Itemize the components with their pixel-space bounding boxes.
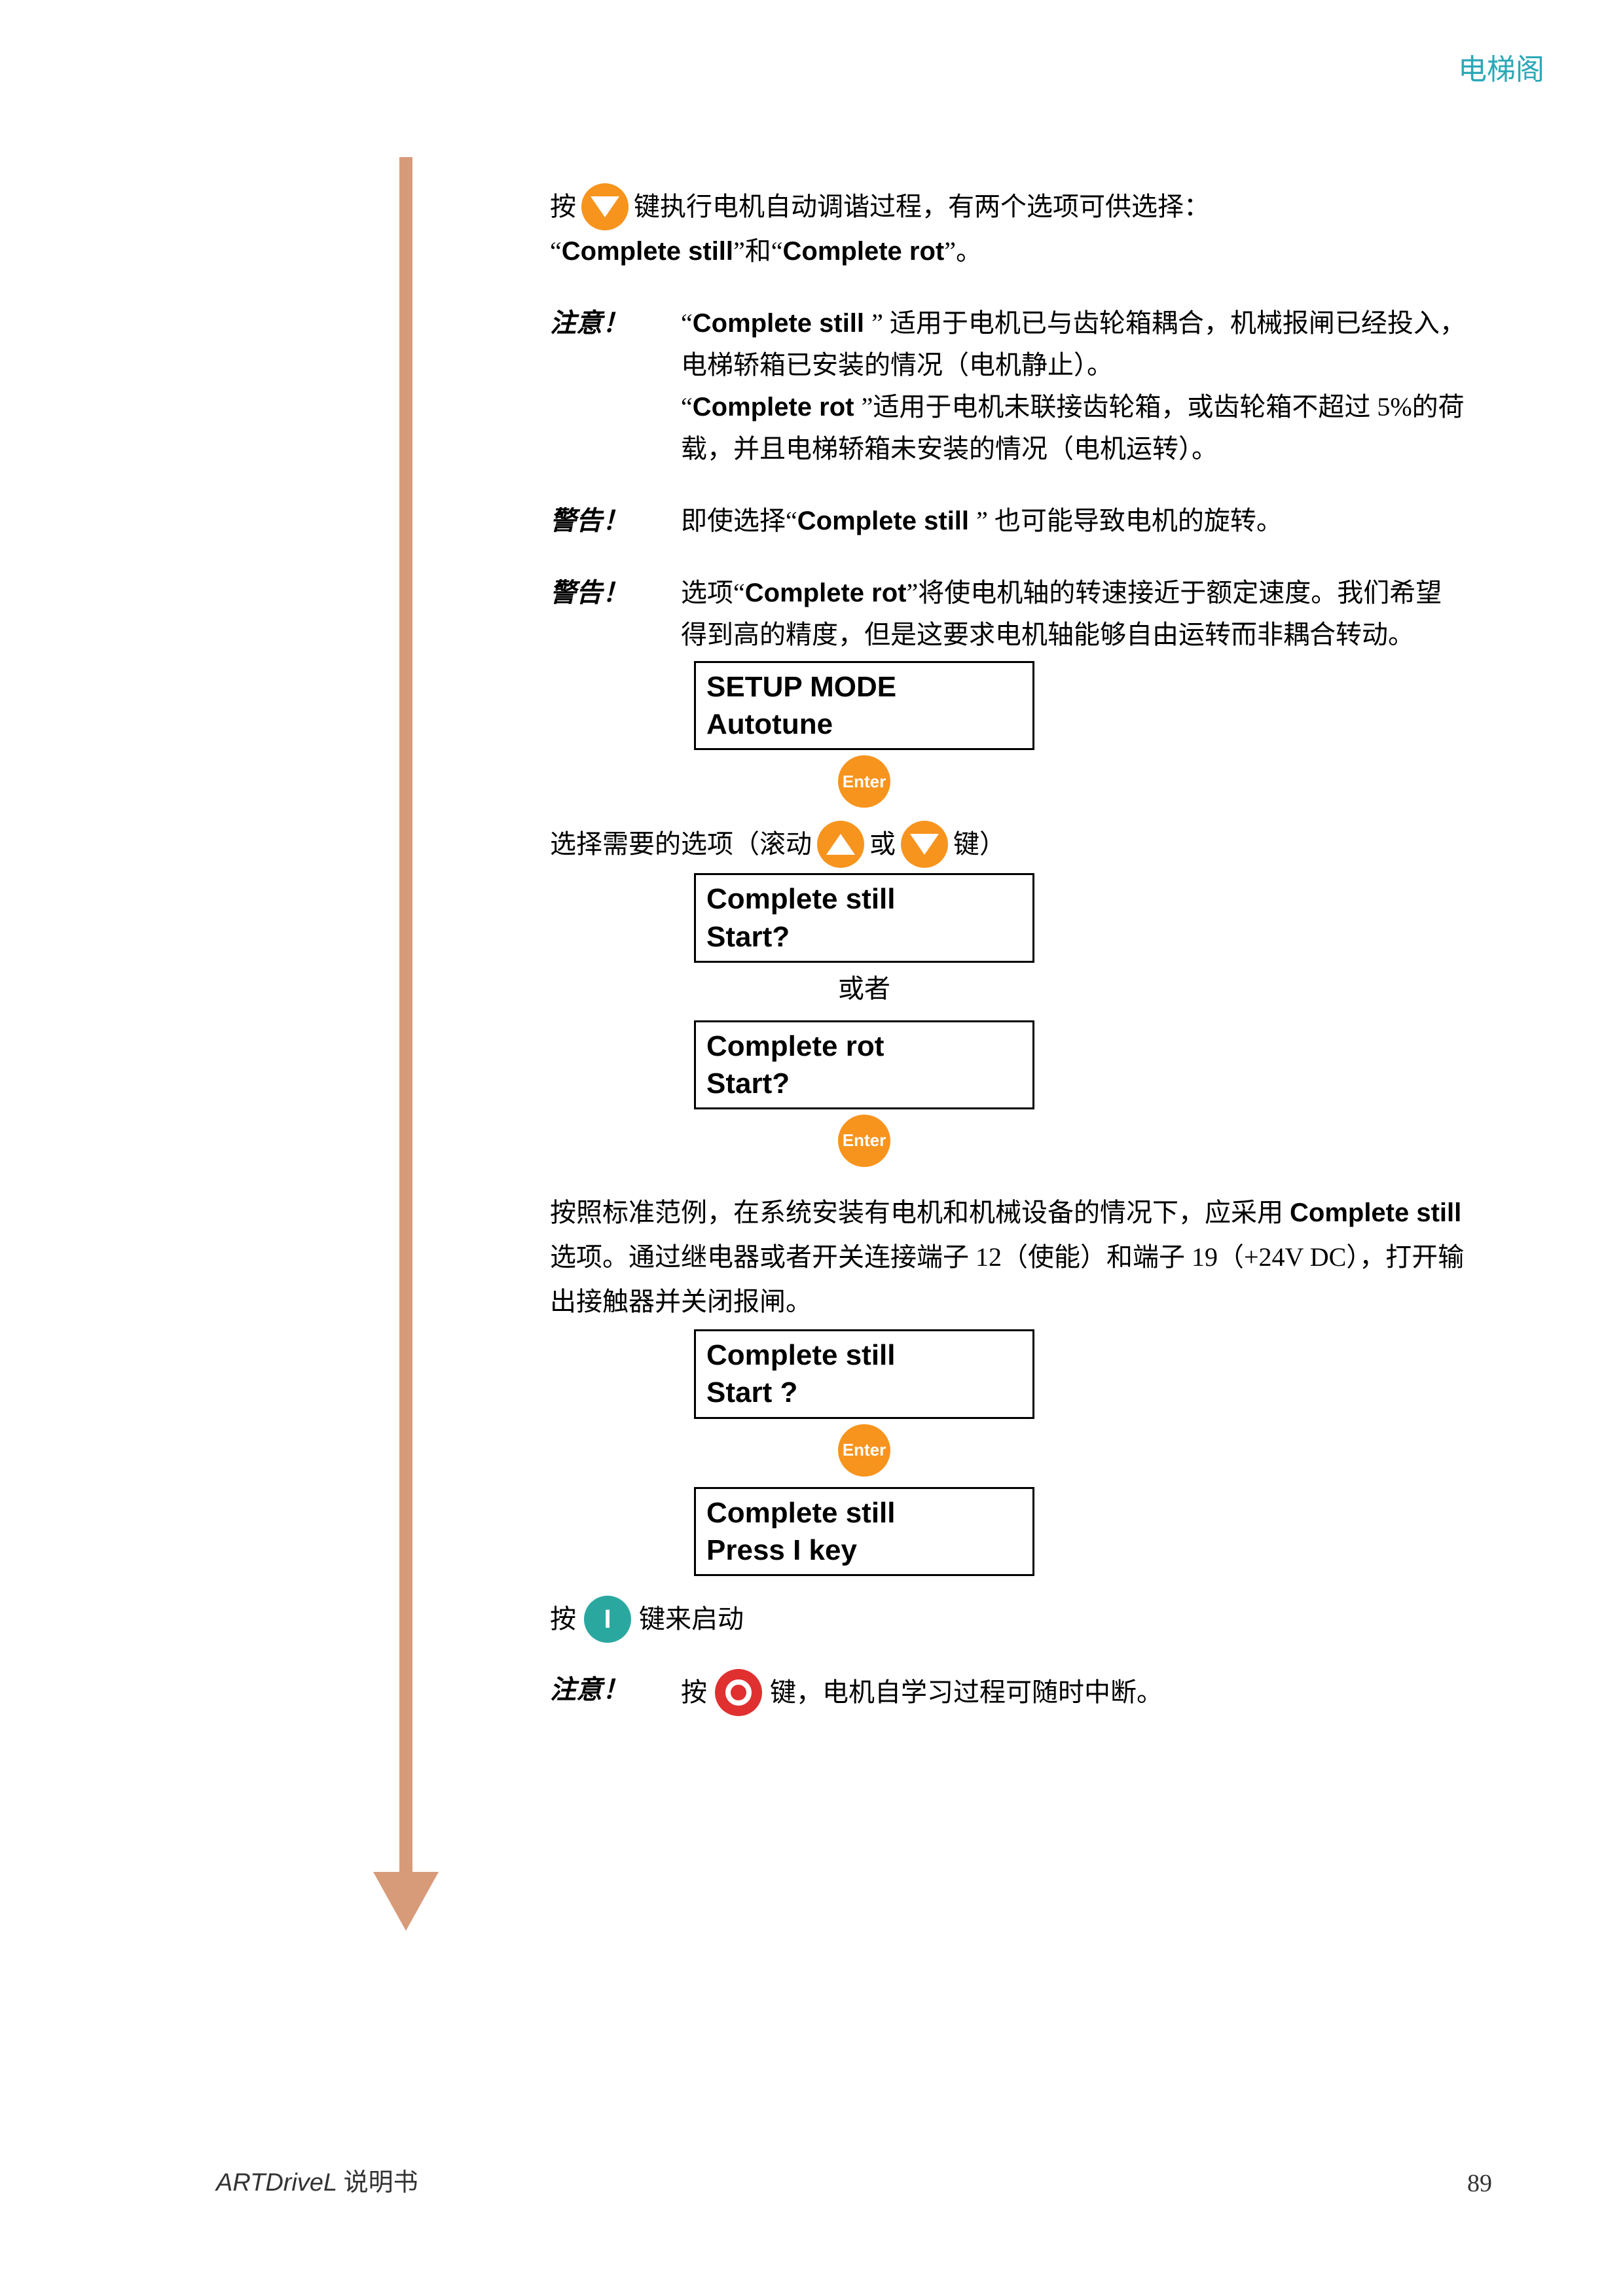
scroll-instruction: 选择需要的选项（滚动 或 键）	[550, 821, 1467, 868]
text: 按照标准范例，在系统安装有电机和机械设备的情况下，应采用	[550, 1198, 1290, 1227]
display-line: Autotune	[706, 706, 1022, 743]
display-line: Start?	[706, 918, 1022, 956]
enter-button-icon: Enter	[838, 1424, 890, 1477]
footer-subtitle: 说明书	[337, 2169, 418, 2197]
text: 选项。通过继电器或者开关连接端子 12（使能）和端子 19（+24V DC），打…	[550, 1242, 1464, 1316]
text: 键执行电机自动调谐过程，有两个选项可供选择：	[634, 186, 1210, 228]
text: 按	[550, 1598, 576, 1640]
display-line: Complete still	[706, 1494, 1022, 1532]
text: “	[681, 392, 693, 422]
display-line: Start?	[706, 1065, 1022, 1102]
text: 键）	[953, 823, 1006, 865]
text-bold: Complete rot	[783, 237, 945, 266]
text: ”。	[944, 236, 982, 266]
note-label: 注意！	[550, 1669, 681, 1716]
down-arrow-icon	[581, 183, 629, 230]
intro-line2: “Complete still”和“Complete rot”。	[550, 230, 1467, 272]
warning-body: 即使选择“Complete still ” 也可能导致电机的旋转。	[681, 500, 1467, 542]
text-bold: Complete still	[693, 309, 871, 338]
down-arrow-icon	[901, 821, 948, 868]
text: 即使选择“	[681, 506, 797, 535]
display-box-rot: Complete rot Start?	[694, 1020, 1034, 1109]
i-button-icon: I	[584, 1596, 631, 1643]
note-body: 按 键，电机自学习过程可随时中断。	[681, 1669, 1467, 1716]
text: 选择需要的选项（滚动	[550, 823, 812, 865]
warning-2: 警告！ 选项“Complete rot”将使电机轴的转速接近于额定速度。我们希望…	[550, 572, 1467, 656]
text: ”和“	[733, 236, 783, 266]
warning-1: 警告！ 即使选择“Complete still ” 也可能导致电机的旋转。	[550, 500, 1467, 542]
note-label: 注意！	[550, 302, 681, 470]
display-line: Press I key	[706, 1532, 1022, 1569]
text-bold: Complete rot	[745, 579, 907, 607]
footer-title: ARTDriveL	[216, 2169, 337, 2197]
intro-line: 按 键执行电机自动调谐过程，有两个选项可供选择：	[550, 183, 1467, 230]
page-number: 89	[1467, 2169, 1492, 2198]
text: “	[550, 236, 562, 266]
flow-arrow	[373, 157, 439, 1937]
flow-column-1: SETUP MODE Autotune Enter	[694, 656, 1034, 813]
display-line: Start ?	[706, 1374, 1022, 1411]
display-line: Complete still	[706, 1336, 1022, 1374]
display-box-still: Complete still Start?	[694, 873, 1034, 962]
text-bold: Complete still	[562, 237, 733, 266]
up-arrow-icon	[817, 821, 864, 868]
note-body: “Complete still ” 适用于电机已与齿轮箱耦合，机械报闸已经投入，…	[681, 302, 1467, 470]
display-box-press-i: Complete still Press I key	[694, 1487, 1034, 1576]
or-text: 或者	[838, 968, 890, 1010]
footer-left: ARTDriveL 说明书	[216, 2162, 418, 2198]
enter-button-icon: Enter	[838, 755, 890, 808]
warning-body: 选项“Complete rot”将使电机轴的转速接近于额定速度。我们希望得到高的…	[681, 572, 1467, 656]
content-area: 按 键执行电机自动调谐过程，有两个选项可供选择： “Complete still…	[550, 183, 1467, 1716]
display-box-still-start: Complete still Start ?	[694, 1329, 1034, 1418]
watermark: 电梯阁	[1458, 46, 1544, 88]
text: ” 也可能导致电机的旋转。	[976, 506, 1283, 535]
note-1: 注意！ “Complete still ” 适用于电机已与齿轮箱耦合，机械报闸已…	[550, 302, 1467, 470]
text: 键来启动	[639, 1598, 744, 1640]
text-bold: Complete still	[1290, 1198, 1461, 1227]
text: 按	[681, 1672, 707, 1713]
display-line: Complete still	[706, 880, 1022, 918]
enter-button-icon: Enter	[838, 1115, 890, 1167]
display-box-setup: SETUP MODE Autotune	[694, 661, 1034, 750]
start-line: 按 I 键来启动	[550, 1596, 1467, 1643]
display-line: SETUP MODE	[706, 668, 1022, 706]
warning-label: 警告！	[550, 572, 681, 656]
stop-button-icon	[715, 1669, 762, 1716]
flow-column-2: Complete still Start? 或者 Complete rot St…	[694, 868, 1034, 1172]
note-2: 注意！ 按 键，电机自学习过程可随时中断。	[550, 1669, 1467, 1716]
text: 按	[550, 186, 576, 228]
text: “	[681, 308, 693, 338]
warning-label: 警告！	[550, 500, 681, 542]
display-line: Complete rot	[706, 1028, 1022, 1065]
text: 选项“	[681, 578, 745, 607]
text: 或	[869, 823, 896, 865]
paragraph-2: 按照标准范例，在系统安装有电机和机械设备的情况下，应采用 Complete st…	[550, 1191, 1467, 1324]
text-bold: Complete still	[797, 507, 976, 535]
text: 键，电机自学习过程可随时中断。	[770, 1672, 1163, 1713]
text-bold: Complete rot	[693, 393, 862, 422]
flow-column-3: Complete still Start ? Enter Complete st…	[694, 1324, 1034, 1576]
